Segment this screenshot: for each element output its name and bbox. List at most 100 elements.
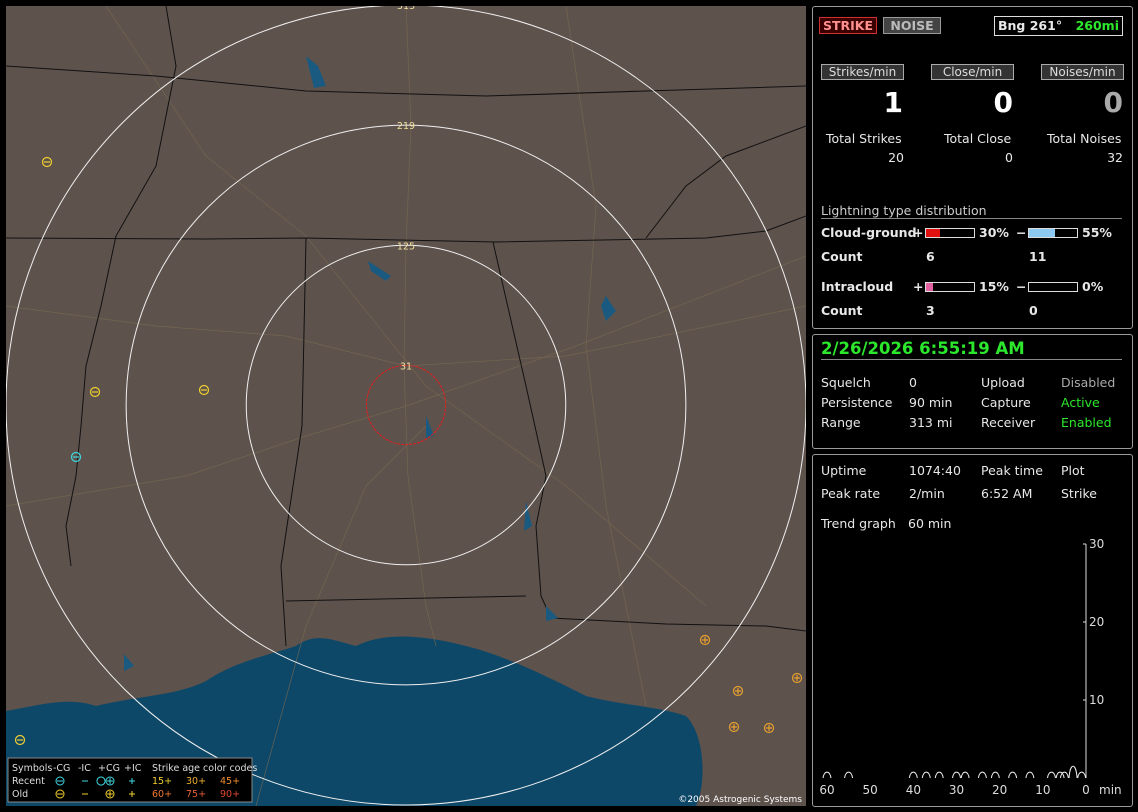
stat-value: 2/min	[909, 486, 945, 501]
stat-label: Trend graph	[821, 516, 896, 531]
status-value: 0	[909, 375, 917, 390]
trend-graph: 10 20 30 60 50 40 30 20 10 0 min	[819, 537, 1122, 797]
x-tick-label: 30	[949, 783, 964, 797]
rate-label: Noises/min	[1041, 64, 1124, 80]
x-tick-label: 50	[863, 783, 878, 797]
legend-age: 90+	[220, 789, 240, 800]
count-label: Count	[821, 303, 863, 318]
rate-value: 0	[993, 86, 1013, 119]
sign: −	[1016, 225, 1027, 240]
roads	[6, 6, 806, 806]
strike-symbols	[14, 156, 803, 746]
stat-value: 6:52 AM	[981, 486, 1033, 501]
legend-age: 45+	[220, 776, 240, 787]
legend-age: 75+	[186, 789, 206, 800]
sign: −	[1016, 279, 1027, 294]
trend-bump	[952, 771, 961, 779]
rate-label: Strikes/min	[821, 64, 904, 80]
legend-age: 30+	[186, 776, 206, 787]
x-tick-label: 0	[1082, 783, 1090, 797]
legend-row: Old	[12, 789, 28, 800]
datetime: 2/26/2026 6:55:19 AM	[821, 339, 1025, 358]
status-label: Capture	[981, 395, 1031, 410]
total-label: Total Noises	[1047, 131, 1122, 146]
status-panel: 2/26/2026 6:55:19 AM Squelch 0 Upload Disab…	[812, 334, 1133, 449]
status-label: Persistence	[821, 395, 893, 410]
total-label: Total Close	[944, 131, 1012, 146]
stat-label: Uptime	[821, 463, 867, 478]
stat-value: 60 min	[908, 516, 952, 531]
trend-bump	[1008, 771, 1018, 779]
x-tick-label: 20	[992, 783, 1007, 797]
count-label: Count	[821, 249, 863, 264]
total-value: 20	[888, 150, 904, 165]
x-tick-label: 60	[819, 783, 834, 797]
legend-row: Recent	[12, 776, 45, 787]
status-label: Receiver	[981, 415, 1036, 430]
copyright: ©2005 Astrogenic Systems	[678, 795, 802, 805]
stat-value: Strike	[1061, 486, 1097, 501]
legend-type: -IC	[78, 763, 91, 774]
status-value: 313 mi	[909, 415, 953, 430]
status-value: Enabled	[1061, 415, 1112, 430]
pct-bar	[1028, 228, 1078, 238]
total-value: 32	[1107, 150, 1123, 165]
stat-label: Peak time	[981, 463, 1043, 478]
pct-label: 55%	[1082, 225, 1112, 240]
lakes	[124, 56, 616, 671]
x-tick-label: 40	[906, 783, 921, 797]
legend-type: +CG	[98, 763, 120, 774]
status-value: Active	[1061, 395, 1100, 410]
legend-age: 15+	[152, 776, 172, 787]
map: 313 219 125 31 Symbols -CG -IC +CG +IC Stri…	[6, 6, 806, 806]
trend-bump	[1025, 771, 1035, 779]
range-rings: 313 219 125 31	[6, 6, 806, 806]
trend-bump	[1059, 771, 1069, 779]
legend-box	[7, 757, 253, 803]
trend-bump	[921, 771, 931, 779]
stat-value: 1074:40	[909, 463, 961, 478]
strike-button[interactable]: STRIKE	[819, 17, 877, 34]
status-label: Range	[821, 415, 861, 430]
legend-age: 60+	[152, 789, 172, 800]
distance: 260mi	[1075, 18, 1119, 33]
legend-symbols	[55, 776, 135, 799]
ring-label: 125	[397, 241, 415, 252]
status-label: Upload	[981, 375, 1025, 390]
pct-label: 15%	[979, 279, 1009, 294]
legend: Symbols -CG -IC +CG +IC Strike age color…	[7, 757, 257, 803]
rate-value: 0	[1103, 86, 1123, 119]
total-value: 0	[1005, 150, 1013, 165]
legend-age-title: Strike age color codes	[152, 763, 257, 774]
ring-label: 313	[397, 6, 415, 12]
trend-bump	[1068, 765, 1078, 779]
x-unit: min	[1099, 783, 1122, 797]
legend-type: +IC	[124, 763, 142, 774]
pct-fill	[926, 283, 934, 291]
status-value: Disabled	[1061, 375, 1116, 390]
trend-bump	[1046, 771, 1056, 779]
trend-bump	[1055, 771, 1065, 779]
counts-panel: STRIKE NOISE Bng 261° 260mi Strikes/min …	[812, 6, 1133, 329]
rule	[821, 359, 1122, 360]
sign: +	[913, 279, 924, 294]
type-name: Cloud-ground	[821, 225, 917, 240]
rate-label: Close/min	[931, 64, 1014, 80]
trend-bump	[1077, 771, 1087, 779]
range-ring	[125, 124, 687, 686]
range-ring	[245, 244, 567, 566]
x-tick-label: 10	[1035, 783, 1050, 797]
ring-label: 31	[400, 361, 412, 372]
noise-button[interactable]: NOISE	[883, 17, 941, 34]
status-label: Squelch	[821, 375, 871, 390]
ring-label: 219	[397, 121, 415, 132]
trend-bump	[990, 771, 1000, 779]
count: 0	[1029, 303, 1038, 318]
count: 3	[926, 303, 935, 318]
coast	[6, 616, 96, 696]
y-tick-label: 30	[1089, 537, 1104, 551]
distribution-title: Lightning type distribution	[821, 203, 987, 218]
total-label: Total Strikes	[826, 131, 902, 146]
range-ring	[6, 6, 806, 806]
